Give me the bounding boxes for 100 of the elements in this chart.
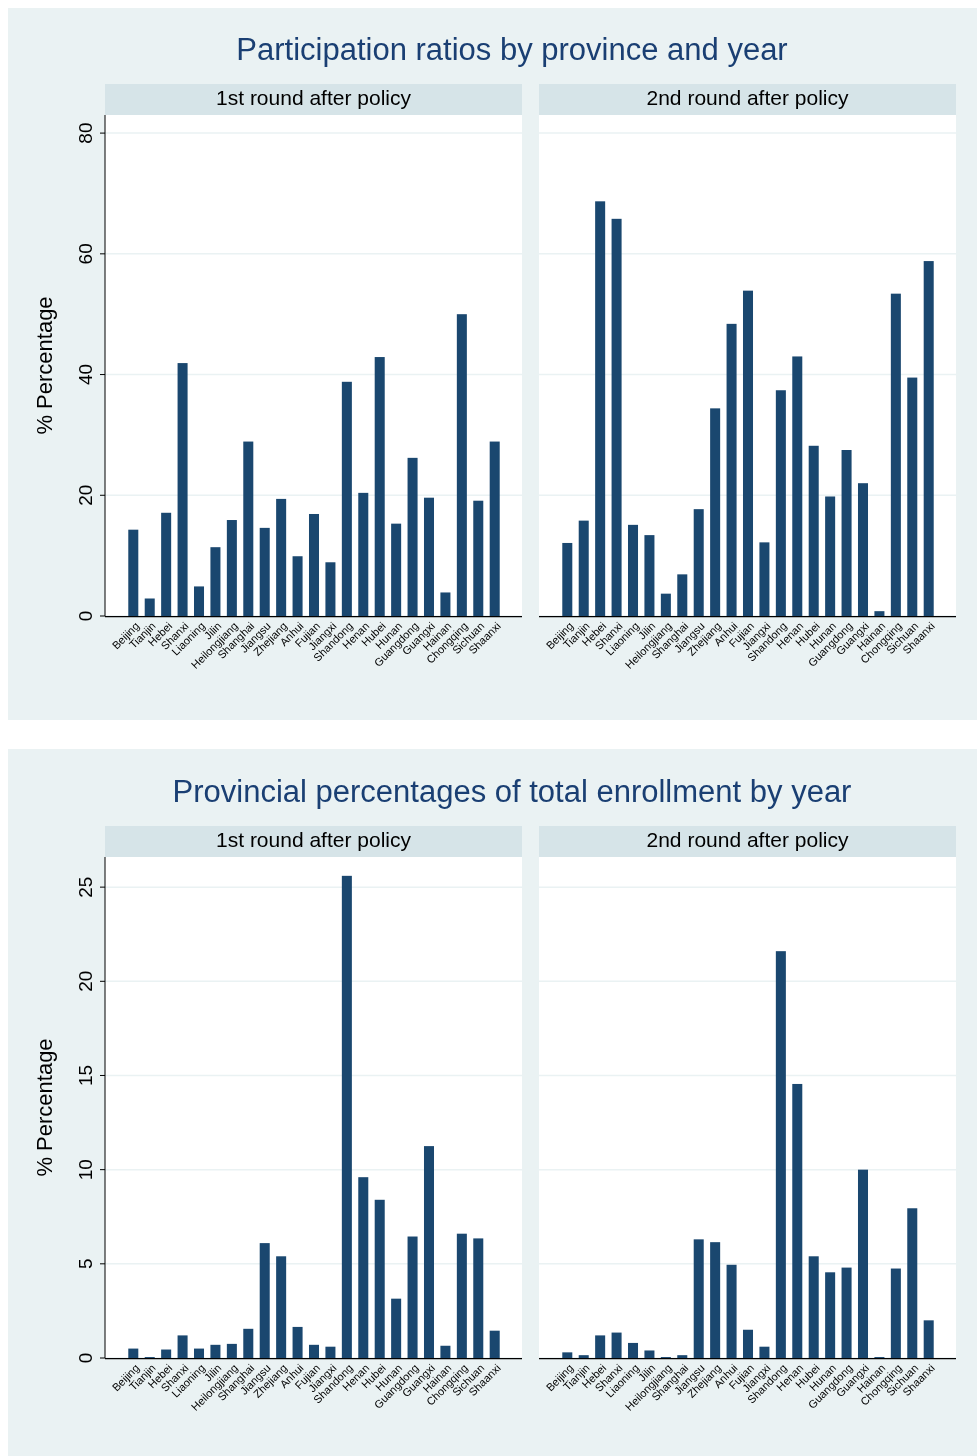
bar (628, 524, 639, 616)
bar (874, 611, 885, 616)
bar (890, 293, 901, 616)
bar (808, 1256, 819, 1358)
bar (710, 408, 721, 616)
bar (825, 496, 836, 616)
y-tick-label: 10 (75, 1159, 96, 1181)
bar (161, 512, 172, 616)
bar (792, 356, 803, 616)
bar (907, 377, 918, 616)
bar (841, 450, 852, 616)
bar (243, 1328, 254, 1358)
y-tick-label: 20 (75, 484, 96, 506)
bar (857, 1169, 868, 1358)
bar (177, 363, 188, 616)
bar (759, 1346, 770, 1358)
bar (276, 1256, 287, 1358)
bar (578, 520, 589, 616)
bar (742, 290, 754, 616)
y-tick-label: 40 (75, 363, 96, 386)
bar (341, 381, 352, 616)
bar (562, 1352, 573, 1358)
bar (726, 1264, 737, 1358)
bar (128, 529, 139, 616)
bar (308, 1344, 320, 1358)
bar (660, 593, 671, 616)
bar (325, 1346, 336, 1358)
bar (440, 592, 451, 616)
bar (440, 1345, 451, 1358)
y-axis-title: % Percentage (32, 1038, 57, 1177)
bar (325, 562, 336, 616)
chart-subtitle: 1st round after policy (216, 828, 412, 851)
bar (595, 201, 606, 616)
chart-title: Provincial percentages of total enrollment by year (172, 774, 852, 809)
bar (808, 445, 819, 616)
bar (473, 1238, 484, 1358)
bar (407, 1236, 418, 1358)
bar (358, 492, 369, 616)
bar (259, 527, 270, 616)
bar (243, 441, 254, 616)
bar (562, 542, 573, 616)
bar (456, 1233, 467, 1358)
chart-subtitle: 1st round after policy (216, 86, 412, 109)
bar (628, 1342, 639, 1358)
bar (407, 457, 418, 616)
bar (611, 218, 622, 616)
bar (194, 1348, 205, 1358)
bar (391, 1298, 402, 1358)
bar (890, 1268, 901, 1358)
bar (456, 314, 467, 616)
bar (374, 357, 385, 616)
bar (644, 1350, 655, 1358)
bar (841, 1267, 852, 1358)
bar (391, 523, 402, 616)
bar (726, 323, 737, 616)
bar (259, 1243, 270, 1358)
bar (374, 1199, 385, 1358)
bar (226, 520, 237, 616)
bar (341, 875, 352, 1358)
y-axis-title: % Percentage (32, 296, 57, 435)
bar (677, 1355, 688, 1358)
bar (276, 498, 287, 616)
bar (177, 1335, 188, 1358)
bar (907, 1208, 918, 1359)
bar (308, 513, 320, 616)
bar (611, 1332, 622, 1358)
bar (693, 509, 704, 616)
bar (644, 535, 655, 616)
bar (742, 1329, 754, 1358)
bar (710, 1242, 721, 1358)
bar (923, 261, 934, 616)
chart-title: Participation ratios by province and year (236, 32, 788, 67)
bar (677, 574, 688, 616)
y-tick-label: 25 (75, 876, 96, 898)
bar (489, 1330, 500, 1358)
bar (210, 1344, 221, 1358)
bar (226, 1343, 237, 1358)
chart-subtitle: 2nd round after policy (646, 86, 849, 109)
bar (759, 542, 770, 616)
bar (210, 547, 221, 616)
bar (693, 1239, 704, 1358)
y-tick-label: 0 (75, 610, 96, 622)
y-tick-label: 60 (75, 243, 96, 265)
bar (194, 586, 205, 616)
bar (128, 1348, 139, 1358)
bar (775, 951, 786, 1358)
bar (578, 1355, 589, 1358)
bar (358, 1177, 369, 1358)
bar (423, 497, 434, 616)
bar (423, 1146, 434, 1358)
bar (489, 441, 500, 616)
bar (292, 556, 303, 616)
bar (775, 390, 786, 616)
y-tick-label: 15 (75, 1064, 96, 1087)
bar (473, 500, 484, 616)
bar (144, 598, 155, 616)
chart-subtitle: 2nd round after policy (646, 828, 849, 851)
bar (857, 483, 868, 616)
y-tick-label: 80 (75, 122, 96, 144)
bar (792, 1083, 803, 1358)
